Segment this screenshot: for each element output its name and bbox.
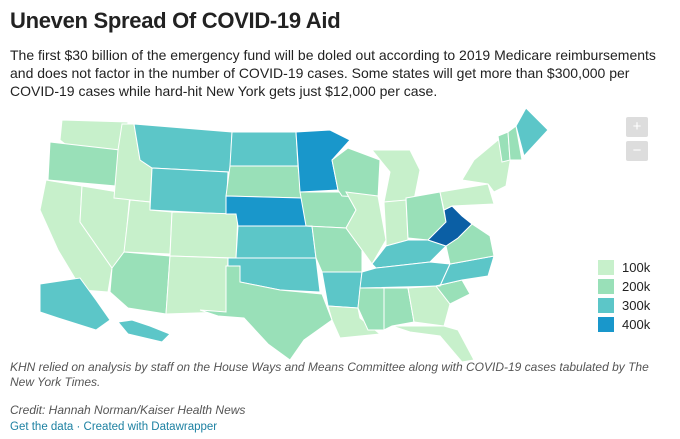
state-in[interactable] <box>383 199 409 247</box>
notes: KHN relied on analysis by staff on the H… <box>10 360 649 389</box>
legend-swatch <box>598 298 614 313</box>
legend-label: 200k <box>622 279 651 294</box>
legend-swatch <box>598 260 614 275</box>
state-hi[interactable] <box>117 319 171 343</box>
state-fl[interactable] <box>391 325 475 363</box>
state-sd[interactable] <box>225 165 303 199</box>
legend-item: 100k <box>598 258 650 277</box>
state-ak[interactable] <box>39 277 111 331</box>
state-il[interactable] <box>345 191 387 265</box>
state-wv[interactable] <box>427 205 473 247</box>
legend-label: 400k <box>622 317 651 332</box>
legend-item: 200k <box>598 277 650 296</box>
state-nh[interactable] <box>507 125 523 161</box>
state-nm[interactable] <box>165 255 229 315</box>
state-ms[interactable] <box>357 287 385 331</box>
state-ga[interactable] <box>407 285 451 327</box>
separator: · <box>73 421 84 433</box>
legend: 100k 200k 300k 400k <box>598 258 650 334</box>
legend-swatch <box>598 317 614 332</box>
state-me[interactable] <box>515 107 549 158</box>
state-ne[interactable] <box>225 195 311 227</box>
state-ny[interactable] <box>461 139 513 193</box>
state-az[interactable] <box>109 251 171 315</box>
chart-title: Uneven Spread Of COVID-19 Aid <box>10 8 341 33</box>
state-pa[interactable] <box>439 183 495 211</box>
credit: Credit: Hannah Norman/Kaiser Health News <box>10 403 246 417</box>
state-mt[interactable] <box>133 123 233 173</box>
zoom-in-button[interactable]: + <box>626 117 648 137</box>
datawrapper-link[interactable]: Created with Datawrapper <box>83 421 218 433</box>
legend-item: 400k <box>598 315 650 334</box>
get-data-link[interactable]: Get the data <box>10 421 74 433</box>
legend-swatch <box>598 279 614 294</box>
state-wy[interactable] <box>149 167 229 215</box>
state-al[interactable] <box>383 287 415 331</box>
state-or[interactable] <box>47 141 121 187</box>
state-tx[interactable] <box>199 265 333 361</box>
state-ks[interactable] <box>235 225 317 259</box>
state-ia[interactable] <box>299 191 357 229</box>
state-wi[interactable] <box>331 147 381 199</box>
legend-item: 300k <box>598 296 650 315</box>
footer-links: Get the data · Created with Datawrapper <box>10 421 217 433</box>
state-co[interactable] <box>169 211 239 259</box>
legend-label: 100k <box>622 260 651 275</box>
state-nd[interactable] <box>229 131 299 167</box>
zoom-out-button[interactable]: − <box>626 141 648 161</box>
legend-label: 300k <box>622 298 651 313</box>
state-ar[interactable] <box>321 271 363 309</box>
chart-description: The first $30 billion of the emergency f… <box>10 47 656 99</box>
